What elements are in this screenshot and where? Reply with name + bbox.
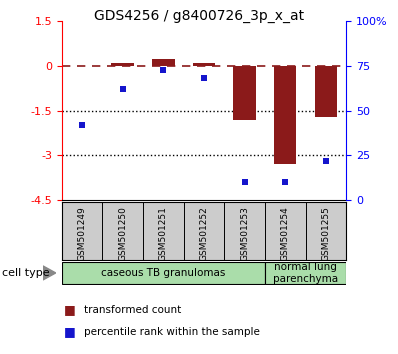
Text: GSM501251: GSM501251	[159, 206, 168, 261]
Text: ■: ■	[64, 325, 76, 338]
Bar	[193, 63, 215, 66]
Bar	[234, 66, 256, 120]
Text: percentile rank within the sample: percentile rank within the sample	[84, 327, 259, 337]
Text: GSM501253: GSM501253	[240, 206, 249, 261]
Text: ■: ■	[64, 303, 76, 316]
Text: GDS4256 / g8400726_3p_x_at: GDS4256 / g8400726_3p_x_at	[94, 9, 304, 23]
Text: transformed count: transformed count	[84, 305, 181, 315]
Text: GSM501252: GSM501252	[199, 206, 209, 261]
Bar	[111, 63, 134, 66]
Text: GSM501249: GSM501249	[78, 206, 86, 261]
FancyBboxPatch shape	[265, 262, 346, 284]
Bar	[152, 59, 174, 66]
Text: GSM501255: GSM501255	[322, 206, 330, 261]
FancyBboxPatch shape	[62, 262, 265, 284]
Text: normal lung
parenchyma: normal lung parenchyma	[273, 262, 338, 284]
Bar	[274, 66, 297, 164]
Bar	[315, 66, 337, 116]
Text: caseous TB granulomas: caseous TB granulomas	[101, 268, 226, 278]
Text: cell type: cell type	[2, 268, 50, 278]
Text: GSM501254: GSM501254	[281, 206, 290, 261]
Text: GSM501250: GSM501250	[118, 206, 127, 261]
Polygon shape	[43, 266, 56, 280]
